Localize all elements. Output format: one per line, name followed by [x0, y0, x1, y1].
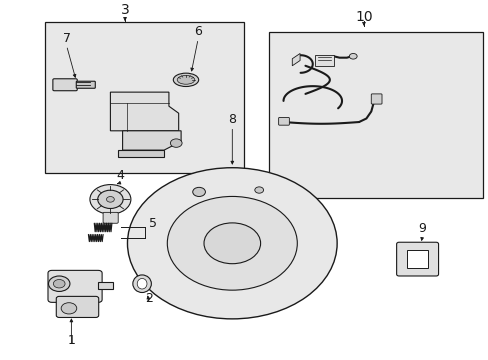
Circle shape — [170, 139, 182, 147]
Bar — [406, 250, 427, 268]
Ellipse shape — [173, 73, 198, 86]
Circle shape — [98, 190, 123, 208]
Polygon shape — [110, 92, 178, 131]
Circle shape — [61, 303, 77, 314]
Circle shape — [167, 197, 297, 290]
FancyBboxPatch shape — [103, 212, 118, 223]
Circle shape — [106, 197, 114, 202]
Text: 6: 6 — [194, 24, 202, 38]
Circle shape — [53, 279, 65, 288]
Ellipse shape — [177, 76, 194, 84]
Text: 1: 1 — [67, 334, 75, 347]
Circle shape — [90, 185, 131, 214]
Text: 10: 10 — [354, 10, 372, 24]
FancyBboxPatch shape — [56, 296, 99, 318]
Text: 2: 2 — [145, 292, 153, 305]
Polygon shape — [98, 282, 113, 289]
FancyBboxPatch shape — [76, 81, 95, 88]
Ellipse shape — [137, 278, 147, 289]
Bar — [44, 22, 244, 173]
Bar — [315, 54, 333, 66]
Text: 4: 4 — [116, 169, 124, 182]
Circle shape — [192, 187, 205, 197]
Text: 3: 3 — [121, 3, 129, 17]
FancyBboxPatch shape — [370, 94, 381, 104]
Bar — [268, 32, 483, 198]
Polygon shape — [122, 131, 181, 150]
Circle shape — [254, 187, 263, 193]
Text: 5: 5 — [149, 217, 157, 230]
FancyBboxPatch shape — [278, 117, 289, 125]
Ellipse shape — [133, 275, 151, 293]
Polygon shape — [292, 54, 300, 66]
Circle shape — [127, 168, 336, 319]
Text: 8: 8 — [228, 113, 236, 126]
Circle shape — [48, 276, 70, 292]
Polygon shape — [118, 150, 163, 157]
Circle shape — [203, 223, 260, 264]
Text: 9: 9 — [418, 221, 426, 234]
FancyBboxPatch shape — [53, 79, 77, 91]
FancyBboxPatch shape — [396, 242, 438, 276]
Circle shape — [348, 54, 356, 59]
Text: 7: 7 — [62, 32, 70, 45]
FancyBboxPatch shape — [48, 270, 102, 302]
